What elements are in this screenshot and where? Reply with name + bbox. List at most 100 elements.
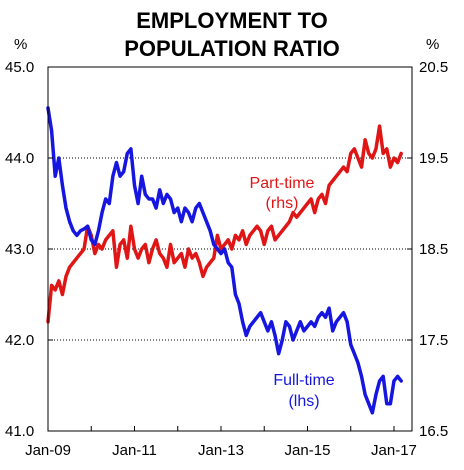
part-time-data-point: [302, 207, 305, 209]
full-time-data-point: [328, 307, 331, 310]
part-time-data-point: [104, 239, 107, 241]
part-time-data-point: [400, 152, 403, 155]
part-time-data-point: [54, 289, 57, 291]
full-time-data-point: [324, 316, 327, 319]
full-time-data-point: [281, 339, 284, 341]
full-time-data-point: [259, 311, 262, 314]
part-time-data-point: [97, 243, 100, 246]
full-time-data-point: [79, 229, 82, 232]
x-tick-label: Jan-11: [112, 442, 157, 459]
part-time-data-point: [180, 252, 183, 255]
full-time-data-point: [72, 229, 75, 232]
full-time-data-point: [382, 375, 385, 378]
full-time-data-point: [119, 175, 121, 178]
part-time-data-point: [155, 239, 158, 241]
full-time-data-point: [393, 380, 395, 382]
part-time-data-point: [101, 248, 103, 250]
part-time-data-point: [357, 157, 359, 159]
full-time-data-point: [54, 175, 57, 178]
part-time-data-point: [151, 248, 154, 250]
chart-title-line-1: EMPLOYMENT TO: [136, 8, 328, 33]
part-time-data-point: [281, 229, 284, 232]
full-time-data-point: [86, 225, 89, 228]
full-time-data-point: [248, 325, 251, 328]
full-time-data-point: [97, 229, 100, 232]
left-tick-label: 43.0: [5, 241, 34, 258]
x-tick-label: Jan-15: [285, 442, 331, 459]
part-time-data-point: [360, 166, 363, 169]
right-tick-label: 19.5: [419, 150, 448, 167]
part-time-data-point: [68, 266, 71, 269]
part-time-data-point: [173, 261, 176, 264]
full-time-data-point: [166, 193, 168, 196]
full-time-data-point: [295, 330, 298, 332]
part-time-data-point: [212, 257, 215, 259]
full-time-data-point: [144, 193, 147, 196]
part-time-data-point: [72, 261, 75, 264]
part-time-data-point: [111, 229, 114, 232]
full-time-data-point: [173, 211, 176, 214]
part-time-data-point: [317, 198, 320, 200]
full-time-data-point: [339, 316, 341, 319]
full-time-data-point: [364, 393, 367, 396]
full-time-data-point: [202, 211, 204, 214]
left-tick-label: 42.0: [5, 332, 34, 349]
part-time-data-point: [126, 257, 129, 259]
full-time-data-point: [292, 339, 294, 341]
part-time-data-point: [140, 248, 143, 250]
full-time-data-point: [155, 207, 158, 209]
full-time-data-point: [148, 198, 150, 200]
part-time-data-point: [274, 239, 276, 241]
chart-title-line-2: POPULATION RATIO: [124, 36, 340, 61]
part-time-data-point: [292, 211, 294, 214]
right-tick-label: 18.5: [419, 241, 448, 258]
full-time-data-point: [256, 316, 258, 319]
part-time-data-point: [252, 229, 255, 232]
part-time-data-point: [108, 234, 111, 237]
full-time-data-point: [302, 330, 305, 332]
full-time-data-point: [122, 170, 125, 173]
full-time-data-point: [234, 293, 237, 296]
left-tick-label: 41.0: [5, 423, 34, 440]
full-time-data-point: [151, 198, 154, 200]
part-time-data-point: [306, 202, 309, 205]
part-time-data-point: [220, 248, 222, 250]
part-time-data-point: [137, 257, 140, 259]
full-time-data-point: [367, 402, 370, 405]
full-time-data-point: [270, 320, 273, 323]
full-time-data-point: [187, 211, 190, 214]
full-time-data-point: [252, 320, 255, 323]
full-time-data-point: [57, 157, 60, 159]
part-time-data-point: [259, 229, 262, 232]
part-time-data-point: [230, 248, 233, 250]
part-time-data-point: [234, 234, 237, 237]
x-tick-label: Jan-13: [198, 442, 244, 459]
part-time-data-point: [396, 161, 399, 164]
full-time-data-point: [220, 252, 222, 255]
full-time-data-point: [277, 352, 280, 355]
full-time-label: Full-time: [273, 372, 334, 389]
part-time-data-point: [277, 234, 280, 237]
full-time-series-line: [46, 106, 403, 415]
part-time-data-point: [61, 293, 64, 296]
full-time-data-point: [176, 207, 179, 209]
right-tick-label: 20.5: [419, 59, 448, 76]
part-time-data-point: [371, 157, 374, 159]
part-time-data-point: [205, 266, 208, 269]
full-time-data-point: [389, 402, 392, 405]
part-time-data-point: [57, 279, 60, 282]
full-time-data-point: [245, 334, 248, 337]
part-time-data-point: [288, 220, 291, 223]
full-time-data-point: [205, 220, 208, 223]
part-time-data-point: [227, 239, 230, 241]
full-time-data-point: [212, 243, 215, 246]
part-time-data-point: [310, 198, 312, 200]
part-time-data-point: [353, 148, 356, 150]
full-time-data-point: [83, 228, 85, 230]
part-time-label: Part-time: [250, 175, 315, 192]
full-time-data-point: [133, 184, 136, 187]
left-axis-unit: %: [14, 36, 27, 53]
part-time-data-point: [223, 243, 226, 246]
full-time-data-point: [335, 320, 338, 323]
